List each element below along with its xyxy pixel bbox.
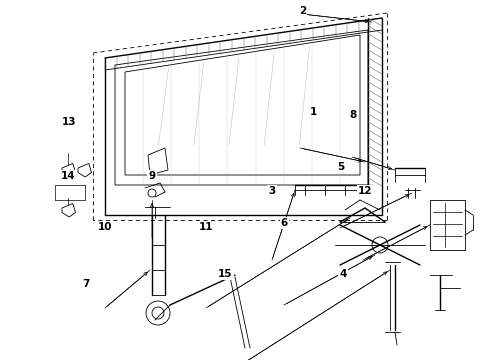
Text: 9: 9 xyxy=(148,171,155,181)
Text: 7: 7 xyxy=(82,279,90,289)
Text: 1: 1 xyxy=(310,107,317,117)
Text: 13: 13 xyxy=(61,117,76,127)
Text: 14: 14 xyxy=(61,171,76,181)
Text: 10: 10 xyxy=(98,222,113,232)
Text: 4: 4 xyxy=(339,269,347,279)
Text: 11: 11 xyxy=(198,222,213,232)
Text: 12: 12 xyxy=(358,186,372,196)
Text: 3: 3 xyxy=(269,186,275,196)
Text: 6: 6 xyxy=(281,218,288,228)
Text: 2: 2 xyxy=(299,6,306,16)
Text: 5: 5 xyxy=(337,162,344,172)
Text: 15: 15 xyxy=(218,269,233,279)
Text: 8: 8 xyxy=(349,110,356,120)
